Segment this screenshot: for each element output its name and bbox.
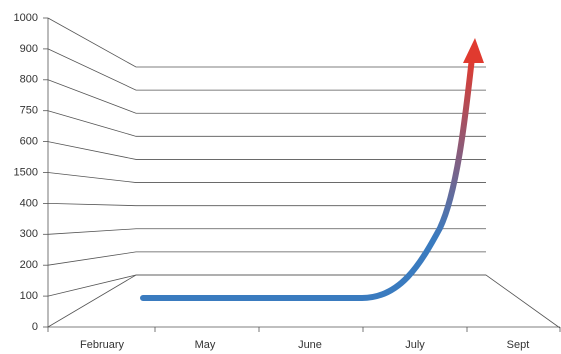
- y-tick-label: 400: [20, 197, 38, 209]
- y-tick-label: 200: [20, 259, 38, 271]
- grid-line: [47, 110, 486, 137]
- grid-line: [47, 251, 486, 266]
- x-tick-label: Sept: [507, 339, 530, 351]
- y-tick-label: 900: [20, 43, 38, 55]
- grid-line: [47, 141, 486, 160]
- grid-line: [47, 228, 486, 235]
- y-tick-label: 300: [20, 228, 38, 240]
- grid-line: [47, 17, 486, 68]
- floor-line: [47, 274, 561, 329]
- grid-line: [47, 79, 486, 114]
- x-tick-label: February: [80, 339, 125, 351]
- y-tick-label: 800: [20, 74, 38, 86]
- x-axis-ticks: February May June July Sept: [80, 339, 529, 351]
- series-line: [140, 55, 475, 301]
- arrow-head: [463, 38, 484, 63]
- y-tick-label: 100: [20, 290, 38, 302]
- x-tick-label: July: [405, 339, 425, 351]
- y-tick-label: 600: [20, 136, 38, 148]
- grid-line: [47, 172, 486, 183]
- y-tick-label: 0: [32, 321, 38, 333]
- x-tick-label: June: [298, 339, 322, 351]
- y-tick-label: 1500: [14, 166, 38, 178]
- y-tick-label: 750: [20, 105, 38, 117]
- grid-line: [47, 48, 486, 91]
- y-tick-label: 1000: [14, 12, 38, 24]
- grid-line: [47, 203, 486, 207]
- x-tick-label: May: [195, 339, 216, 351]
- grid-line: [47, 274, 486, 297]
- grid: [43, 17, 561, 332]
